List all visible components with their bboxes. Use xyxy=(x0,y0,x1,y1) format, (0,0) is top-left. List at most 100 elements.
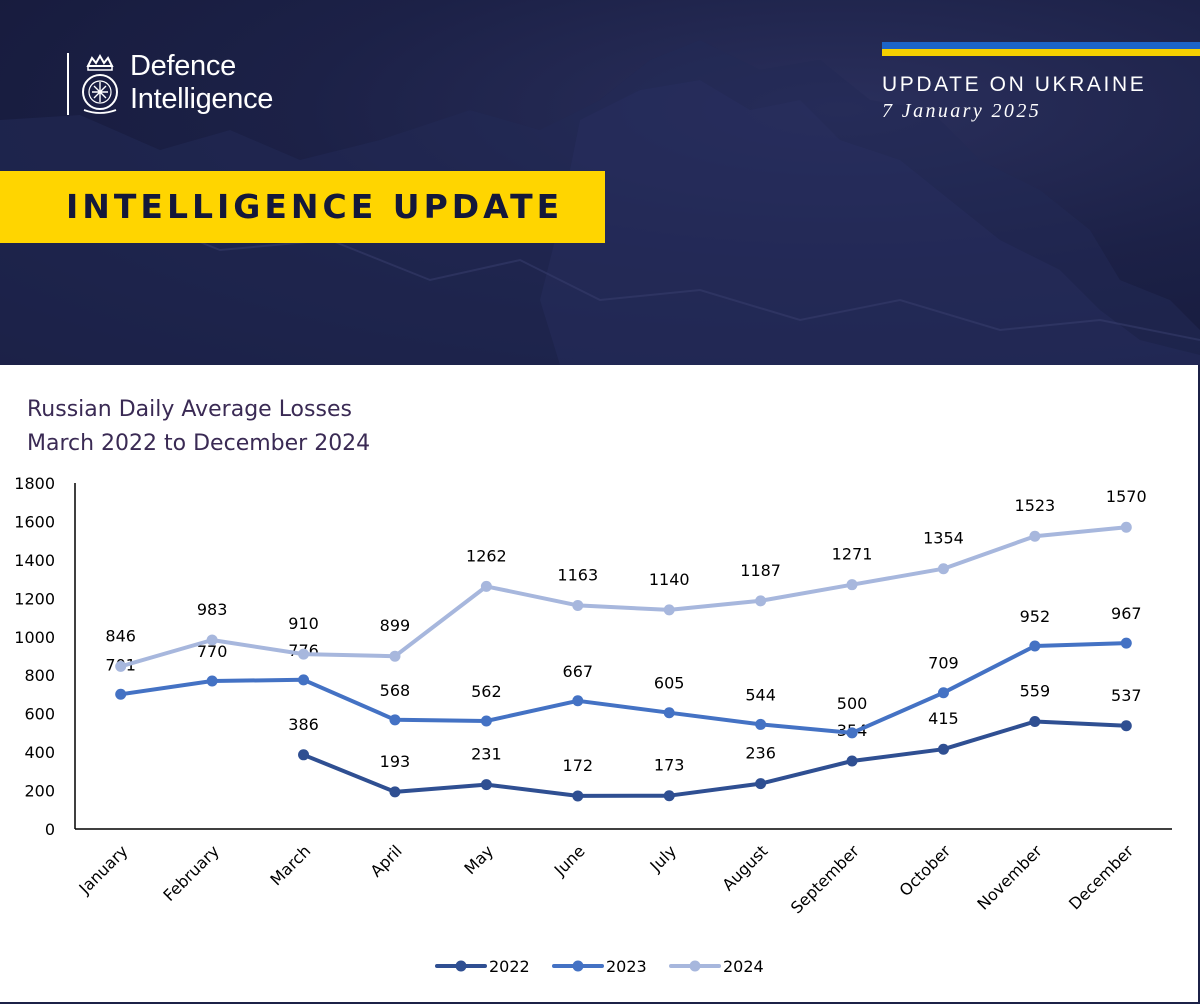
data-point xyxy=(846,755,858,767)
series-line-2023 xyxy=(118,641,1129,735)
logo-text: Defence Intelligence xyxy=(130,50,273,116)
data-label: 667 xyxy=(563,662,594,681)
data-label: 537 xyxy=(1111,686,1142,705)
data-point xyxy=(389,650,401,662)
x-tick-label: December xyxy=(1065,841,1137,913)
y-tick-label: 200 xyxy=(24,782,55,801)
data-point xyxy=(846,579,858,591)
data-label: 899 xyxy=(380,616,411,635)
header-banner: Defence Intelligence UPDATE ON UKRAINE 7… xyxy=(0,0,1200,365)
data-label: 1523 xyxy=(1015,496,1056,515)
data-point xyxy=(937,687,949,699)
y-tick-label: 400 xyxy=(24,743,55,762)
legend-marker xyxy=(572,960,584,972)
data-point xyxy=(572,790,584,802)
data-label: 967 xyxy=(1111,604,1142,623)
chart-title: Russian Daily Average Losses xyxy=(27,397,352,422)
data-point xyxy=(115,660,127,672)
intelligence-update-badge: INTELLIGENCE UPDATE xyxy=(0,171,605,243)
data-point xyxy=(115,688,127,700)
data-point xyxy=(480,580,492,592)
frame-border-bottom xyxy=(0,1002,1200,1004)
chart-subtitle: March 2022 to December 2024 xyxy=(27,431,371,456)
defence-intelligence-crest-icon xyxy=(82,53,118,114)
data-label: 983 xyxy=(197,600,228,619)
x-tick-label: May xyxy=(460,841,497,878)
x-tick-label: February xyxy=(159,841,223,905)
data-point xyxy=(1029,530,1041,542)
data-point xyxy=(298,648,310,660)
x-tick-label: January xyxy=(75,841,132,898)
x-tick-label: March xyxy=(266,841,314,889)
x-tick-label: July xyxy=(646,841,680,875)
data-point xyxy=(755,595,767,607)
data-point xyxy=(663,790,675,802)
data-point xyxy=(1120,521,1132,533)
data-point xyxy=(298,674,310,686)
data-label: 952 xyxy=(1020,607,1051,626)
badge-text: INTELLIGENCE UPDATE xyxy=(66,187,564,226)
data-label: 1140 xyxy=(649,570,690,589)
y-tick-label: 1800 xyxy=(14,474,55,493)
legend-marker xyxy=(455,960,467,972)
data-point xyxy=(846,727,858,739)
data-label: 1163 xyxy=(557,565,598,584)
x-tick-label: June xyxy=(550,841,589,880)
update-date: 7 January 2025 xyxy=(882,100,1042,122)
data-point xyxy=(663,604,675,616)
data-label: 231 xyxy=(471,745,502,764)
data-point xyxy=(389,786,401,798)
series-line-2022 xyxy=(301,719,1129,798)
data-label: 415 xyxy=(928,709,959,728)
chart-title-block: Russian Daily Average Losses March 2022 … xyxy=(27,393,370,461)
data-label: 1187 xyxy=(740,561,781,580)
data-label: 173 xyxy=(654,756,685,775)
frame-border-right xyxy=(1198,365,1200,1004)
y-tick-label: 0 xyxy=(45,820,55,839)
data-point xyxy=(937,743,949,755)
data-label: 910 xyxy=(288,614,319,633)
data-label: 236 xyxy=(745,744,776,763)
y-tick-label: 1200 xyxy=(14,589,55,608)
data-point xyxy=(206,634,218,646)
data-point xyxy=(1029,640,1041,652)
x-tick-label: November xyxy=(973,841,1046,914)
data-label: 568 xyxy=(380,681,411,700)
y-tick-label: 1600 xyxy=(14,512,55,531)
legend-label: 2024 xyxy=(723,957,764,976)
data-label: 193 xyxy=(380,752,411,771)
data-label: 1262 xyxy=(466,546,507,565)
x-tick-label: April xyxy=(366,841,405,880)
logo-line2: Intelligence xyxy=(130,83,274,115)
y-tick-label: 1000 xyxy=(14,628,55,647)
legend-label: 2022 xyxy=(489,957,530,976)
legend-label: 2023 xyxy=(606,957,647,976)
update-title: UPDATE ON UKRAINE xyxy=(882,73,1147,96)
logo-line1: Defence xyxy=(130,50,236,82)
y-tick-label: 1400 xyxy=(14,551,55,570)
data-label: 846 xyxy=(105,626,136,645)
data-label: 562 xyxy=(471,682,502,701)
x-tick-label: October xyxy=(896,841,955,900)
data-label: 386 xyxy=(288,715,319,734)
x-tick-label: September xyxy=(787,841,863,917)
data-point xyxy=(298,749,310,761)
data-label: 544 xyxy=(745,685,776,704)
data-point xyxy=(206,675,218,687)
data-point xyxy=(1120,637,1132,649)
data-label: 709 xyxy=(928,654,959,673)
data-point xyxy=(572,695,584,707)
legend-marker xyxy=(689,960,701,972)
data-point xyxy=(1120,720,1132,732)
data-point xyxy=(663,707,675,719)
y-tick-label: 800 xyxy=(24,666,55,685)
data-point xyxy=(480,779,492,791)
data-point xyxy=(937,563,949,575)
data-label: 1271 xyxy=(832,545,873,564)
data-point xyxy=(389,714,401,726)
data-label: 605 xyxy=(654,674,685,693)
data-point xyxy=(480,715,492,727)
x-tick-label: August xyxy=(718,841,771,894)
